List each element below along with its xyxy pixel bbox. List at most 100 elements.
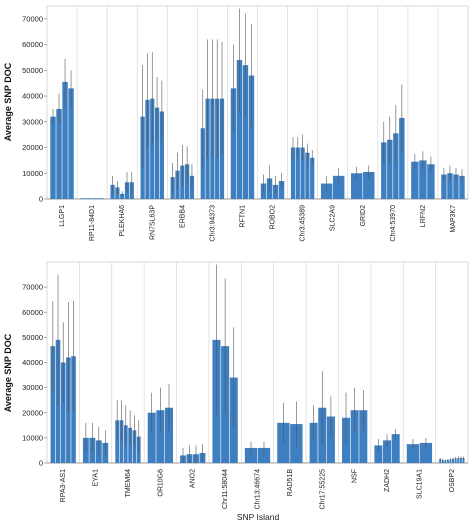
y-tick-label: 20000 — [22, 143, 43, 152]
bar — [236, 60, 243, 199]
bar — [350, 410, 359, 463]
y-axis-title-top: Average SNP DOC — [3, 62, 13, 141]
y-axis-title-bottom: Average SNP DOC — [3, 333, 13, 412]
bar — [159, 111, 164, 199]
bar — [457, 457, 460, 463]
x-tick-label: SLC19A1 — [416, 469, 423, 499]
y-tick-label: 70000 — [22, 14, 43, 23]
y-tick-label: 0 — [39, 459, 43, 468]
x-tick-label: RPA3-AS1 — [60, 469, 67, 502]
bar — [453, 174, 459, 199]
y-tick-label: 60000 — [22, 40, 43, 49]
x-tick-label: LLGP1 — [59, 205, 66, 227]
x-tick-label: Chr4:53970 — [390, 205, 397, 242]
plot-area — [46, 261, 469, 464]
y-tick-label: 10000 — [22, 169, 43, 178]
bar — [441, 174, 447, 199]
bar — [290, 147, 296, 199]
x-tick-label: OR10G6 — [157, 469, 164, 497]
bar — [92, 198, 98, 199]
bar — [309, 422, 318, 463]
bar — [447, 173, 453, 199]
bar — [332, 175, 345, 199]
bar — [387, 139, 393, 199]
bar — [363, 171, 375, 199]
x-tick-label: GRID2 — [360, 205, 367, 227]
x-tick-label: MAP3K7 — [450, 205, 457, 233]
bar — [462, 457, 465, 463]
x-tick-label: ERBB4 — [179, 205, 186, 228]
bar — [399, 117, 405, 199]
y-tick-label: 50000 — [22, 333, 43, 342]
x-tick-label: SLC2A9 — [330, 205, 337, 231]
bar — [60, 362, 66, 463]
bar — [164, 407, 173, 463]
bar — [411, 161, 419, 199]
bar — [50, 346, 56, 463]
x-tick-label: RP11-84D1 — [89, 205, 96, 241]
x-tick-label: EYA1 — [93, 469, 100, 486]
y-tick-label: 0 — [39, 195, 43, 204]
bar — [305, 152, 310, 199]
bar — [230, 88, 237, 199]
bar — [86, 198, 92, 199]
bar — [359, 410, 368, 463]
bar — [326, 416, 335, 463]
x-tick-label: Chr3:45389 — [300, 205, 307, 242]
x-tick-label: LRFN2 — [420, 205, 427, 227]
bar — [406, 444, 420, 463]
bar — [244, 447, 258, 463]
bar — [98, 198, 104, 199]
x-tick-label: Chr11:58044 — [222, 469, 229, 509]
y-tick-label: 30000 — [22, 117, 43, 126]
bar — [459, 175, 465, 199]
bar — [145, 99, 150, 199]
bar — [374, 445, 383, 463]
bar — [248, 75, 255, 199]
bar — [446, 459, 449, 463]
bar — [391, 434, 400, 463]
bar — [147, 412, 156, 463]
x-tick-label: ZADH2 — [384, 469, 391, 492]
bar — [393, 133, 399, 199]
x-tick-label: RAD51B — [287, 469, 294, 497]
bar — [50, 116, 56, 199]
bar — [459, 457, 462, 463]
y-tick-label: 40000 — [22, 92, 43, 101]
chart-panel-bottom: Average SNP DOC SNP Island 0 10000 20000 30… — [3, 261, 469, 522]
x-tick-label: PLEKHA6 — [119, 205, 126, 237]
bar — [419, 160, 427, 199]
bar — [278, 180, 285, 199]
x-tick-label: ANO2 — [190, 469, 197, 488]
x-axis-title-bottom: SNP Island — [237, 512, 280, 522]
bar — [452, 458, 455, 463]
y-tick-label: 10000 — [22, 433, 43, 442]
y-tick-label: 50000 — [22, 66, 43, 75]
bar — [419, 442, 433, 463]
x-tick-label: ROBO2 — [270, 205, 277, 230]
bar — [351, 173, 363, 199]
y-tick-label: 60000 — [22, 308, 43, 317]
bar — [295, 147, 300, 199]
bar — [383, 440, 392, 463]
bar — [257, 447, 271, 463]
bar — [132, 430, 137, 463]
y-tick-label: 40000 — [22, 358, 43, 367]
bar — [310, 157, 315, 199]
bar — [441, 459, 444, 463]
bar — [381, 142, 387, 199]
chart-panel-top: Average SNP DOC 0 10000 20000 30000 40000 500… — [3, 5, 469, 242]
x-tick-label: Chr13:46674 — [255, 469, 262, 510]
bar — [454, 458, 457, 463]
bar — [56, 108, 62, 199]
x-tick-label: NSF — [352, 469, 359, 483]
bar — [439, 459, 442, 463]
bar — [449, 459, 452, 463]
bar — [115, 420, 120, 463]
bar — [68, 88, 74, 199]
bar — [242, 65, 249, 199]
bar — [156, 410, 165, 463]
bar — [427, 164, 435, 199]
y-tick-label: 20000 — [22, 408, 43, 417]
